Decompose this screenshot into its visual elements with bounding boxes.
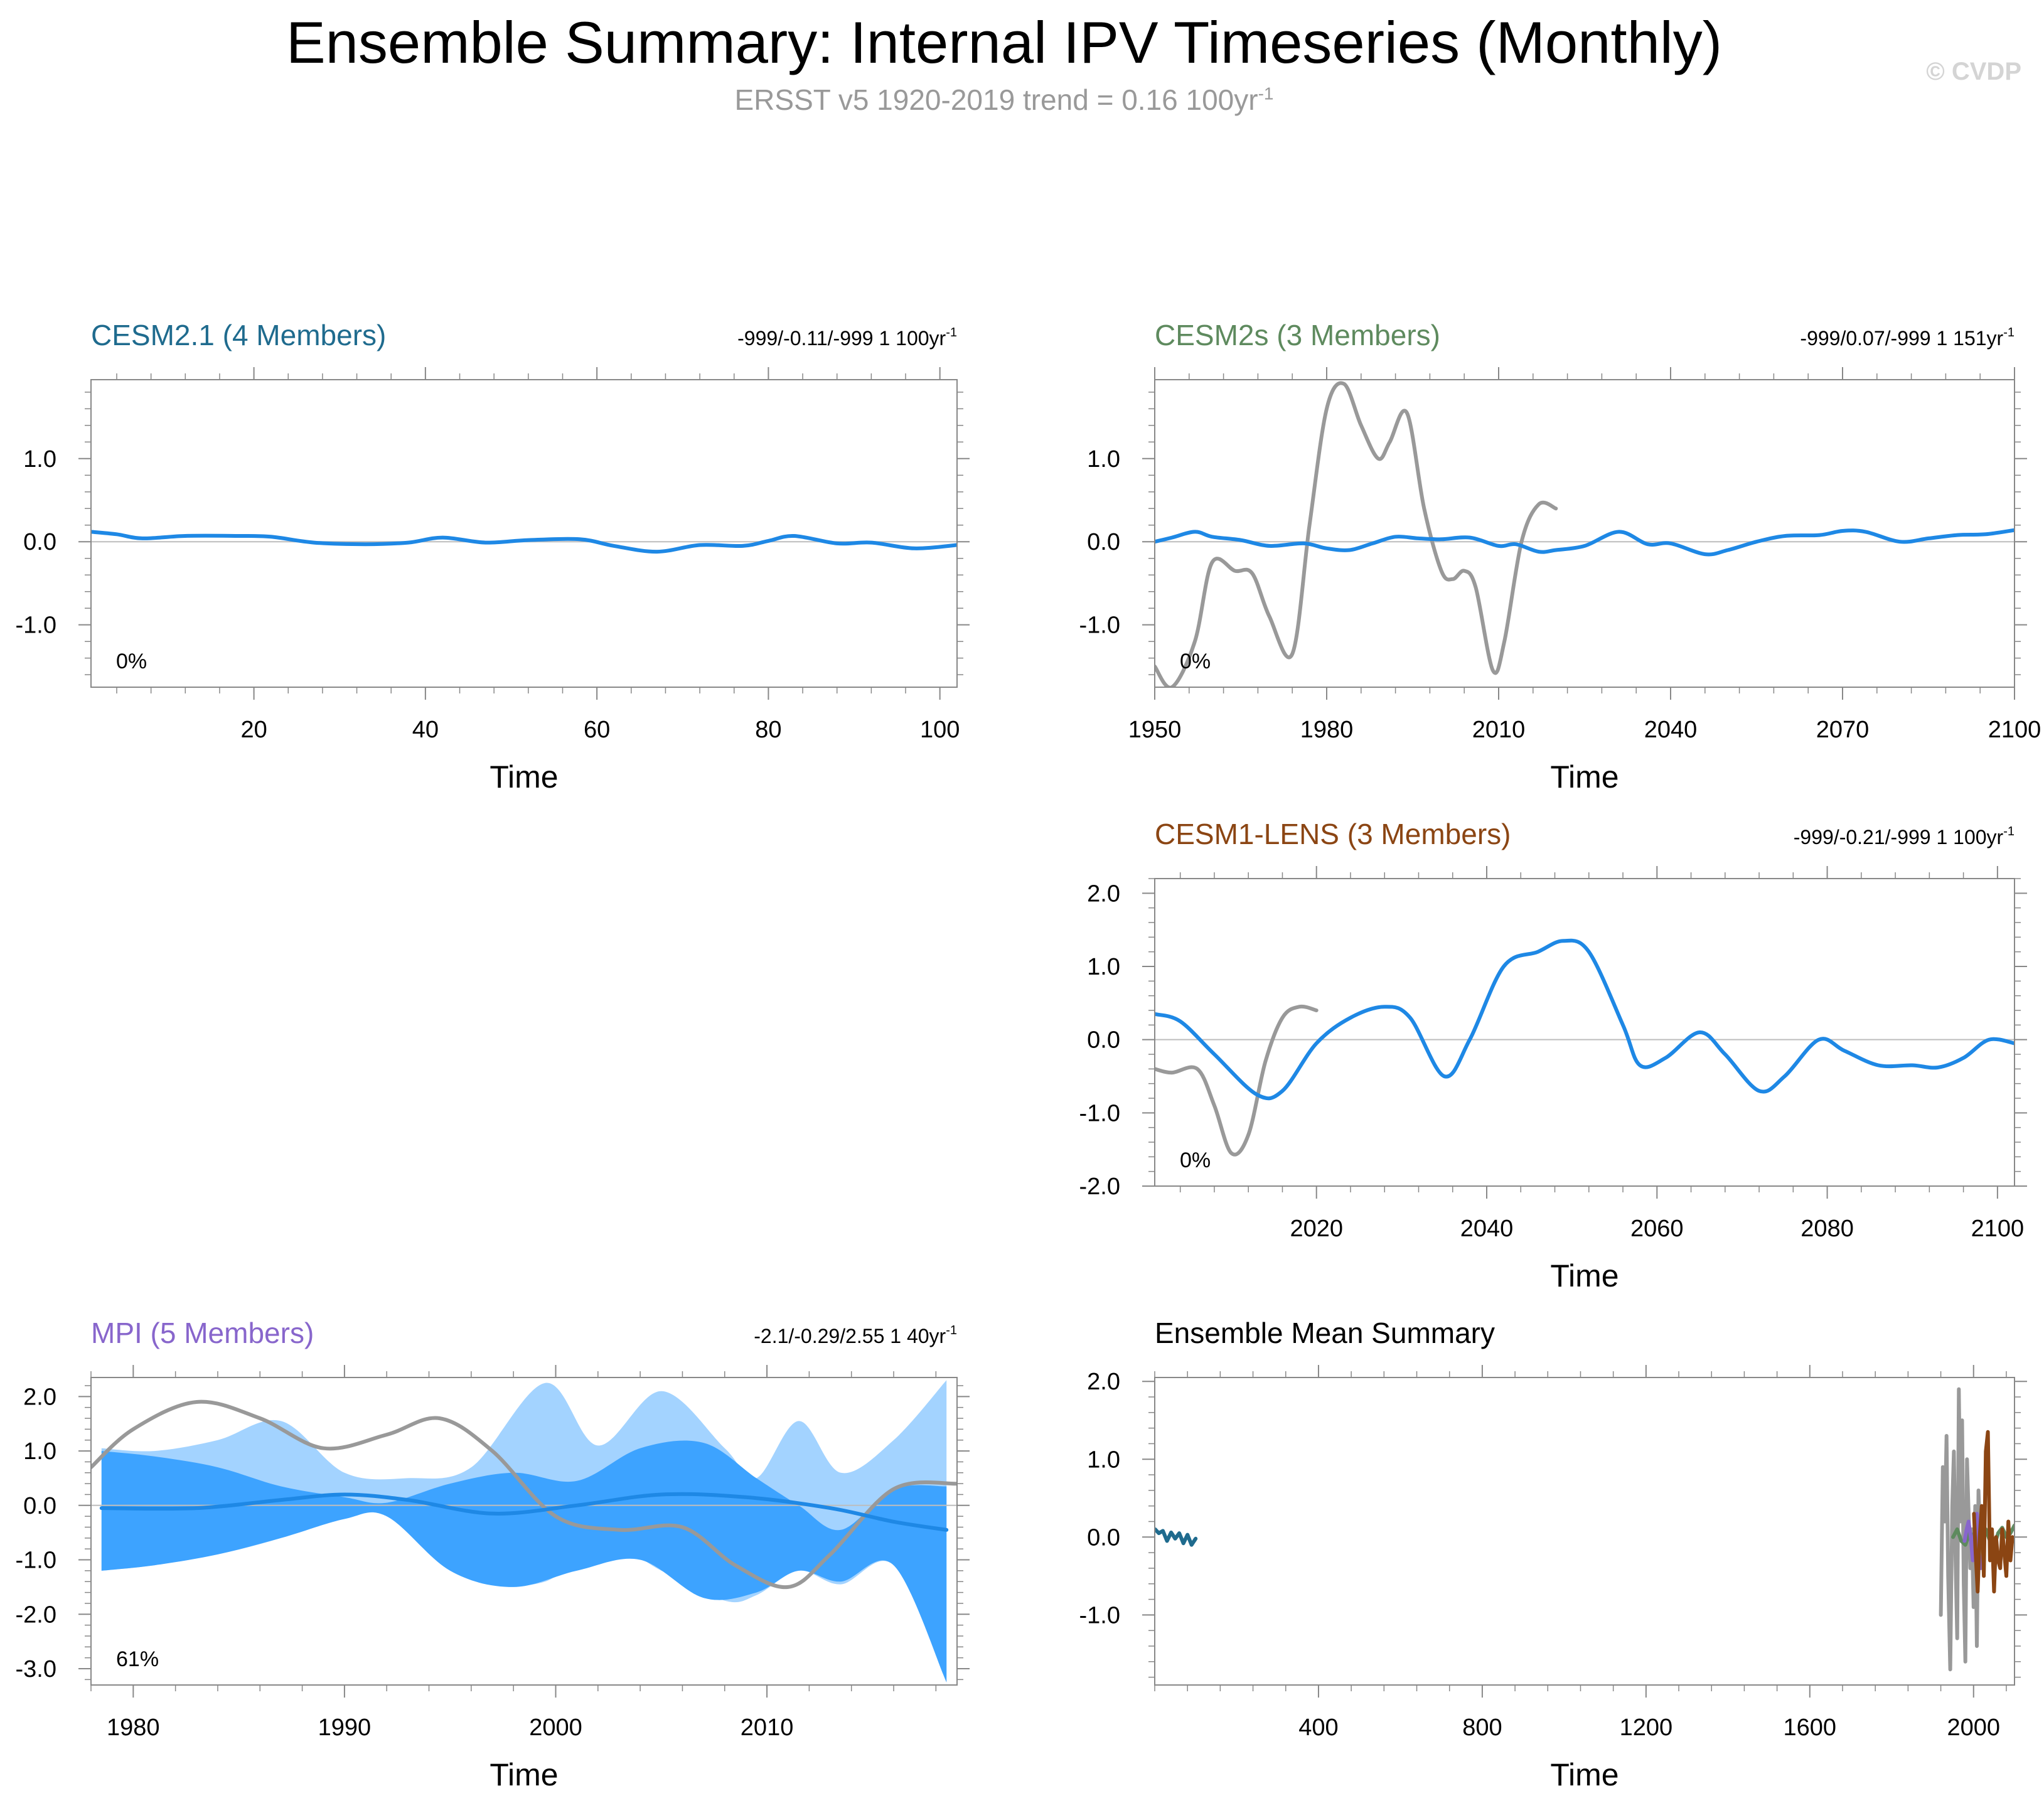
x-tick-label: 1200 xyxy=(1620,1714,1673,1741)
x-tick-label: 2010 xyxy=(1472,717,1526,743)
x-tick-label: 60 xyxy=(584,717,610,743)
panel-stats-value: -999/0.07/-999 1 151yr xyxy=(1800,327,2003,350)
panel-stats-sup: -1 xyxy=(946,1324,957,1337)
panel-stats-value: -999/-0.21/-999 1 100yr xyxy=(1794,826,2004,848)
x-axis-label: Time xyxy=(490,1757,558,1792)
y-tick-label: 1.0 xyxy=(23,1438,56,1465)
x-tick-label: 2100 xyxy=(1971,1216,2025,1242)
x-tick-label: 2000 xyxy=(529,1714,582,1741)
percent-annotation: 0% xyxy=(116,650,147,673)
x-axis-label: Time xyxy=(1550,1258,1619,1293)
panel-stats: -2.1/-0.29/2.55 1 40yr-1 xyxy=(754,1324,957,1347)
x-tick-label: 40 xyxy=(412,717,439,743)
x-tick-label: 1980 xyxy=(1300,717,1354,743)
y-tick-label: -1.0 xyxy=(1079,1100,1120,1126)
x-axis-label: Time xyxy=(1550,759,1619,794)
figure-subtitle: ERSST v5 1920-2019 trend = 0.16 100yr-1 xyxy=(0,83,2008,117)
x-tick-label: 1980 xyxy=(107,1714,160,1741)
x-tick-label: 2010 xyxy=(741,1714,794,1741)
y-tick-label: 1.0 xyxy=(1087,954,1120,980)
series-ensemble-mean xyxy=(91,530,957,554)
subtitle-superscript: -1 xyxy=(1258,83,1274,104)
x-tick-label: 1600 xyxy=(1784,1714,1837,1741)
panel-title: CESM2s (3 Members) xyxy=(1155,319,1440,351)
y-tick-label: 0.0 xyxy=(23,529,56,555)
x-tick-label: 20 xyxy=(240,717,267,743)
panel-stats-sup: -1 xyxy=(2003,825,2015,838)
band-inner-range xyxy=(101,1440,947,1682)
panel-stats: -999/-0.21/-999 1 100yr-1 xyxy=(1794,825,2015,848)
x-tick-label: 2020 xyxy=(1290,1216,1343,1242)
y-tick-label: -2.0 xyxy=(1079,1174,1120,1200)
panel-stats-value: -999/-0.11/-999 1 100yr xyxy=(737,327,946,350)
y-tick-label: 1.0 xyxy=(23,446,56,473)
y-tick-label: 2.0 xyxy=(1087,880,1120,907)
plot-frame xyxy=(1154,1377,2015,1686)
subtitle-text: ERSST v5 1920-2019 trend = 0.16 100yr xyxy=(734,83,1258,116)
chart-summary: Ensemble Mean Summary 2.0 1.0 0.0 -1.0 400 800… xyxy=(1079,1317,2027,1792)
figure-title: Ensemble Summary: Internal IPV Timeserie… xyxy=(286,9,1723,75)
percent-annotation: 61% xyxy=(116,1647,159,1671)
percent-annotation: 0% xyxy=(1180,650,1211,673)
plot-frame xyxy=(1154,379,2015,688)
panel-stats-sup: -1 xyxy=(2003,326,2015,340)
panel-title: CESM2.1 (4 Members) xyxy=(91,319,386,351)
series-observations xyxy=(91,1399,957,1590)
x-tick-label: 1990 xyxy=(318,1714,372,1741)
panel-stats-sup: -1 xyxy=(946,326,957,340)
x-tick-label: 2040 xyxy=(1644,717,1698,743)
y-tick-label: 0.0 xyxy=(1087,1027,1120,1054)
series-observations xyxy=(1155,1004,1319,1157)
chart-mpi: MPI (5 Members) -2.1/-0.29/2.55 1 40yr-1 2… xyxy=(16,1317,970,1792)
y-tick-label: -1.0 xyxy=(16,1548,56,1574)
x-tick-label: 2100 xyxy=(1988,717,2041,743)
panel-title: Ensemble Mean Summary xyxy=(1155,1317,1495,1349)
panel-stats-value: -2.1/-0.29/2.55 1 40yr xyxy=(754,1325,946,1347)
plot-frame xyxy=(90,1377,958,1686)
y-tick-label: -2.0 xyxy=(16,1602,56,1628)
x-tick-label: 2040 xyxy=(1460,1216,1514,1242)
series-ensemble-mean xyxy=(99,1492,949,1532)
x-axis-label: Time xyxy=(490,759,558,794)
x-tick-label: 100 xyxy=(920,717,960,743)
x-axis-label: Time xyxy=(1550,1757,1619,1792)
plot-frame xyxy=(90,379,958,688)
panel-title: CESM1-LENS (3 Members) xyxy=(1155,818,1511,850)
y-tick-label: -3.0 xyxy=(16,1656,56,1682)
y-tick-label: -1.0 xyxy=(16,612,56,639)
x-tick-label: 1950 xyxy=(1128,717,1182,743)
chart-cesm2s: CESM2s (3 Members) -999/0.07/-999 1 151yr… xyxy=(1079,319,2041,794)
chart-cesm1: CESM1-LENS (3 Members) -999/-0.21/-999 1 … xyxy=(1079,818,2027,1293)
y-tick-label: -1.0 xyxy=(1079,612,1120,639)
y-tick-label: 0.0 xyxy=(1087,529,1120,555)
cvdp-watermark: © CVDP xyxy=(1926,58,2021,85)
panel-stats: -999/-0.11/-999 1 100yr-1 xyxy=(737,326,957,350)
y-tick-label: 2.0 xyxy=(23,1384,56,1410)
x-tick-label: 2070 xyxy=(1816,717,1870,743)
series-ensemble-mean xyxy=(1155,938,2015,1101)
series-ensemble-mean xyxy=(1155,528,2015,557)
y-tick-label: -1.0 xyxy=(1079,1602,1120,1629)
x-tick-label: 2080 xyxy=(1801,1216,1854,1242)
percent-annotation: 0% xyxy=(1180,1148,1211,1172)
y-tick-label: 1.0 xyxy=(1087,446,1120,473)
x-tick-label: 2060 xyxy=(1630,1216,1684,1242)
series-observations xyxy=(1939,1387,1984,1672)
y-tick-label: 1.0 xyxy=(1087,1447,1120,1473)
y-tick-label: 0.0 xyxy=(1087,1524,1120,1551)
series-cesm2.1 xyxy=(1155,1527,1198,1547)
series-observations xyxy=(1155,381,1558,687)
panel-title: MPI (5 Members) xyxy=(91,1317,314,1349)
series-cesm1-lens xyxy=(1972,1430,2015,1594)
x-tick-label: 80 xyxy=(755,717,781,743)
x-tick-label: 400 xyxy=(1298,1714,1338,1741)
panel-stats: -999/0.07/-999 1 151yr-1 xyxy=(1800,326,2015,350)
x-tick-label: 2000 xyxy=(1947,1714,2000,1741)
plot-frame xyxy=(1154,878,2015,1187)
y-tick-label: 2.0 xyxy=(1087,1369,1120,1395)
chart-cesm21: CESM2.1 (4 Members) -999/-0.11/-999 1 100… xyxy=(16,319,970,794)
y-tick-label: 0.0 xyxy=(23,1493,56,1519)
x-tick-label: 800 xyxy=(1462,1714,1502,1741)
